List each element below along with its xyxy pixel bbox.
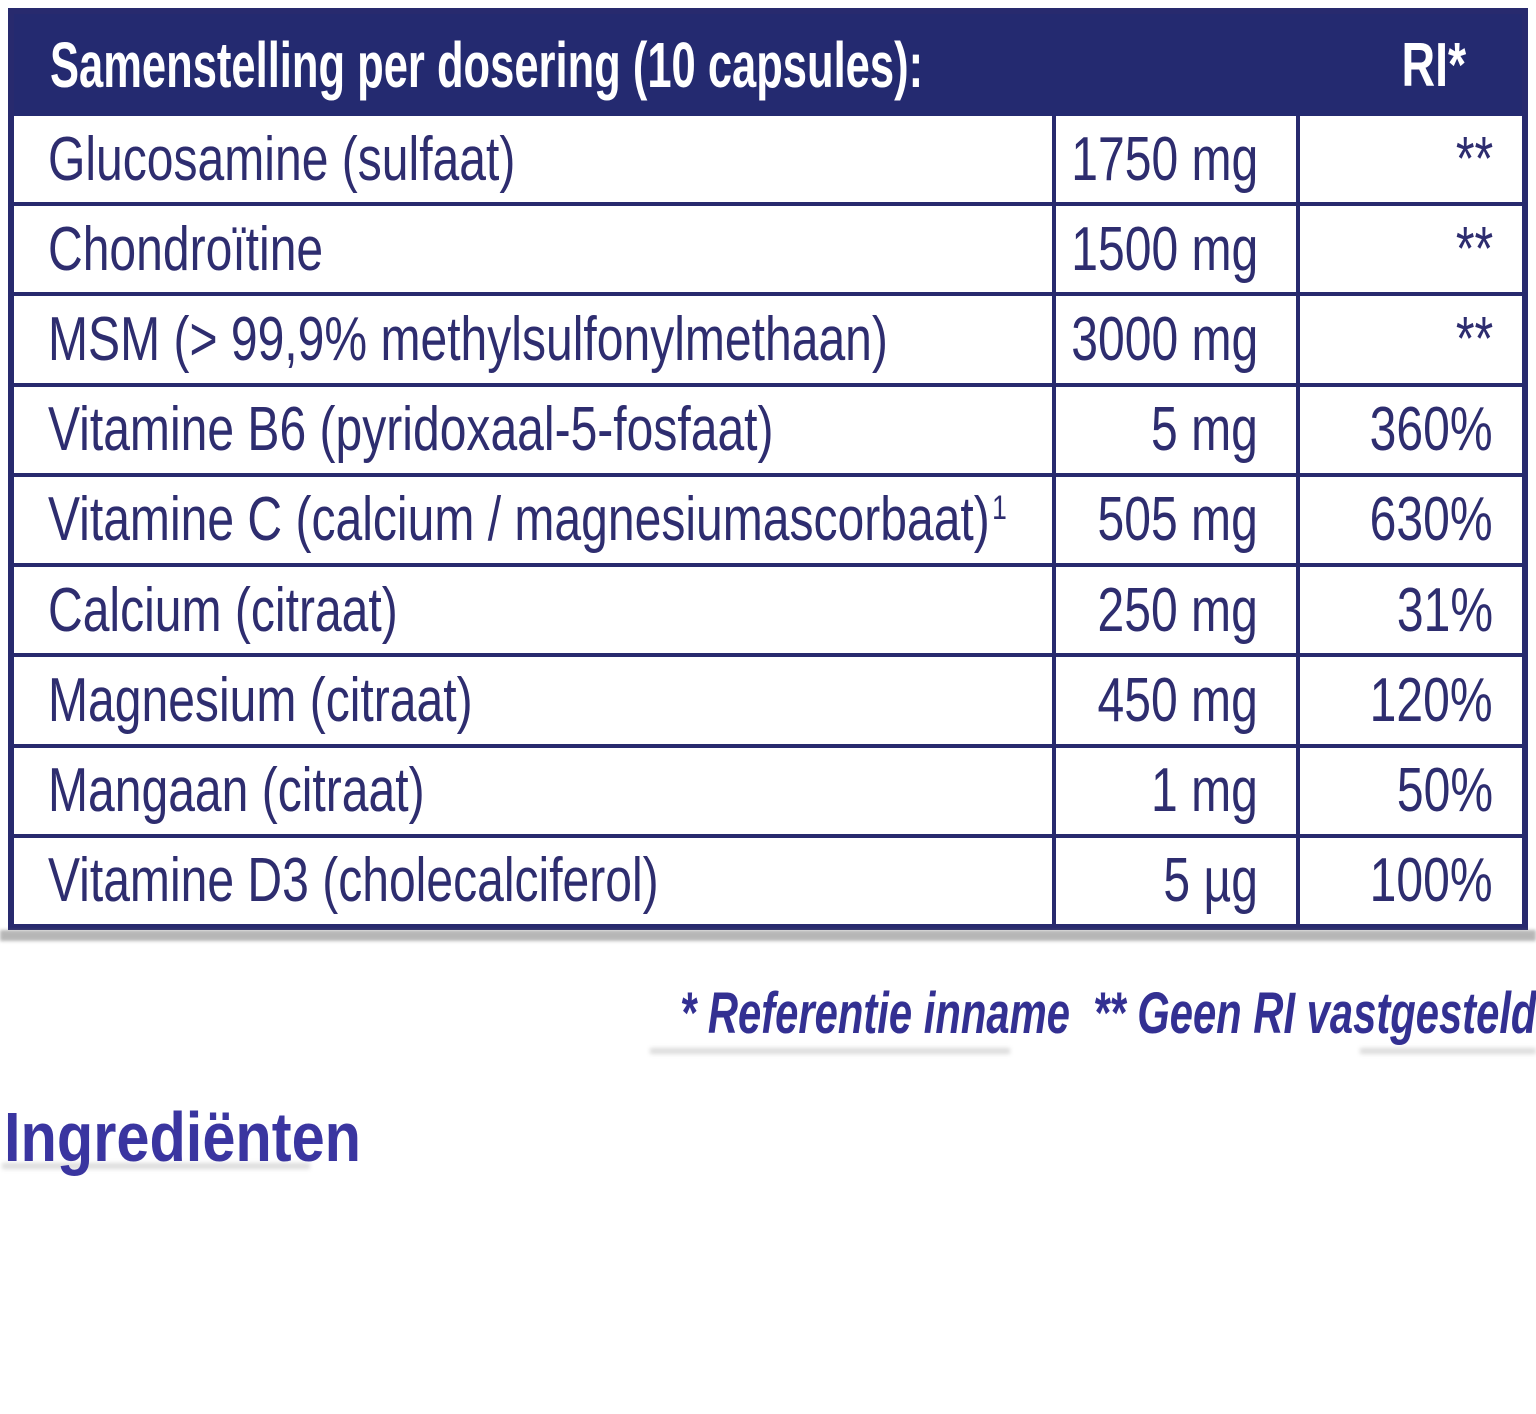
ingredient-name: Glucosamine (sulfaat)	[48, 124, 516, 194]
ingredient-amount: 3000 mg	[1071, 305, 1258, 375]
ingredient-amount: 505 mg	[1097, 485, 1258, 555]
table-header-row: Samenstelling per dosering (10 capsules)…	[14, 14, 1522, 116]
ingredient-ri-cell: 120%	[1300, 657, 1522, 743]
ingredient-name-cell: Glucosamine (sulfaat)	[14, 116, 1056, 203]
ingredient-amount-cell: 1750 mg	[1056, 116, 1300, 203]
table-row: Calcium (citraat) 250 mg 31%	[14, 563, 1522, 654]
ingredient-amount-cell: 1 mg	[1056, 747, 1300, 834]
shadow-artifact	[650, 1048, 1010, 1054]
ingredient-amount: 1750 mg	[1071, 124, 1258, 194]
ingredient-ri-cell: 31%	[1300, 567, 1522, 653]
ingredient-name-cell: MSM (> 99,9% methylsulfonylmethaan)	[14, 296, 1056, 383]
ingredient-ri-cell: 50%	[1300, 748, 1522, 834]
ingredient-ri: 50%	[1396, 756, 1493, 826]
ingredient-amount-cell: 505 mg	[1056, 476, 1300, 564]
ingredient-ri-cell: **	[1300, 296, 1522, 382]
ingredient-ri: 100%	[1370, 846, 1493, 916]
table-body: Glucosamine (sulfaat) 1750 mg ** Chondro…	[14, 116, 1522, 924]
table-title: Samenstelling per dosering (10 capsules)…	[50, 29, 924, 101]
ingredient-name: Vitamine B6 (pyridoxaal-5-fosfaat)	[48, 395, 774, 465]
ingredient-ri: 120%	[1370, 665, 1493, 735]
shadow-artifact	[2, 1163, 310, 1169]
composition-table: Samenstelling per dosering (10 capsules)…	[8, 8, 1528, 930]
ingredient-ri: **	[1455, 214, 1493, 284]
ingredient-amount-cell: 1500 mg	[1056, 206, 1300, 293]
ingredient-ri-cell: 100%	[1300, 838, 1522, 924]
ri-column-header: RI*	[1401, 30, 1466, 100]
ingredient-name: Mangaan (citraat)	[48, 756, 425, 826]
table-bottom-shadow	[0, 930, 1536, 941]
ingredient-name: Magnesium (citraat)	[48, 665, 473, 735]
ingredients-heading: Ingrediënten	[4, 1098, 362, 1176]
ingredient-amount: 450 mg	[1097, 665, 1258, 735]
ingredient-name-cell: Vitamine C (calcium / magnesiumascorbaat…	[14, 476, 1056, 564]
footnote-marker: 1	[992, 488, 1007, 527]
table-row: Glucosamine (sulfaat) 1750 mg **	[14, 116, 1522, 203]
ingredients-section: Ingrediënten	[4, 1096, 424, 1178]
ingredient-amount: 1500 mg	[1071, 214, 1258, 284]
table-row: Mangaan (citraat) 1 mg 50%	[14, 743, 1522, 834]
ri-legend: * Referentie inname ** Geen RI vastgeste…	[347, 978, 1536, 1048]
ingredient-name-cell: Mangaan (citraat)	[14, 747, 1056, 834]
ingredient-ri-cell: 360%	[1300, 387, 1522, 473]
ingredient-amount: 5 µg	[1163, 846, 1258, 916]
ingredient-ri: 31%	[1396, 575, 1493, 645]
table-row: Vitamine C (calcium / magnesiumascorbaat…	[14, 472, 1522, 564]
ingredient-ri: **	[1455, 124, 1493, 194]
table-row: MSM (> 99,9% methylsulfonylmethaan) 3000…	[14, 292, 1522, 383]
ingredient-name-cell: Chondroïtine	[14, 206, 1056, 293]
ingredient-ri: 360%	[1370, 395, 1493, 465]
ingredient-name: Vitamine D3 (cholecalciferol)	[48, 846, 659, 916]
ingredient-name: Chondroïtine	[48, 214, 324, 284]
ingredient-ri-cell: 630%	[1300, 477, 1522, 563]
ingredient-name-cell: Calcium (citraat)	[14, 567, 1056, 654]
ingredient-name-cell: Vitamine D3 (cholecalciferol)	[14, 837, 1056, 924]
ingredient-name: MSM (> 99,9% methylsulfonylmethaan)	[48, 305, 888, 375]
ingredient-name: Calcium (citraat)	[48, 575, 398, 645]
ingredient-amount-cell: 3000 mg	[1056, 296, 1300, 383]
ingredient-ri-cell: **	[1300, 116, 1522, 202]
ingredient-name-cell: Magnesium (citraat)	[14, 657, 1056, 744]
ri-legend-text: * Referentie inname ** Geen RI vastgeste…	[679, 980, 1536, 1046]
table-row: Chondroïtine 1500 mg **	[14, 202, 1522, 293]
ingredient-amount: 250 mg	[1097, 575, 1258, 645]
table-row: Magnesium (citraat) 450 mg 120%	[14, 653, 1522, 744]
ingredient-name: Vitamine C (calcium / magnesiumascorbaat…	[48, 485, 990, 555]
ingredient-name-cell: Vitamine B6 (pyridoxaal-5-fosfaat)	[14, 386, 1056, 473]
ingredient-amount-cell: 450 mg	[1056, 657, 1300, 744]
shadow-artifact	[1360, 1048, 1536, 1054]
ingredient-amount-cell: 5 µg	[1056, 837, 1300, 924]
ingredient-amount-cell: 5 mg	[1056, 386, 1300, 473]
ingredient-amount-cell: 250 mg	[1056, 567, 1300, 654]
ingredient-ri: 630%	[1370, 485, 1493, 555]
ingredient-ri: **	[1455, 305, 1493, 375]
table-row: Vitamine D3 (cholecalciferol) 5 µg 100%	[14, 833, 1522, 924]
ingredient-amount: 1 mg	[1151, 756, 1258, 826]
ingredient-amount: 5 mg	[1151, 395, 1258, 465]
table-row: Vitamine B6 (pyridoxaal-5-fosfaat) 5 mg …	[14, 382, 1522, 473]
ingredient-ri-cell: **	[1300, 206, 1522, 292]
